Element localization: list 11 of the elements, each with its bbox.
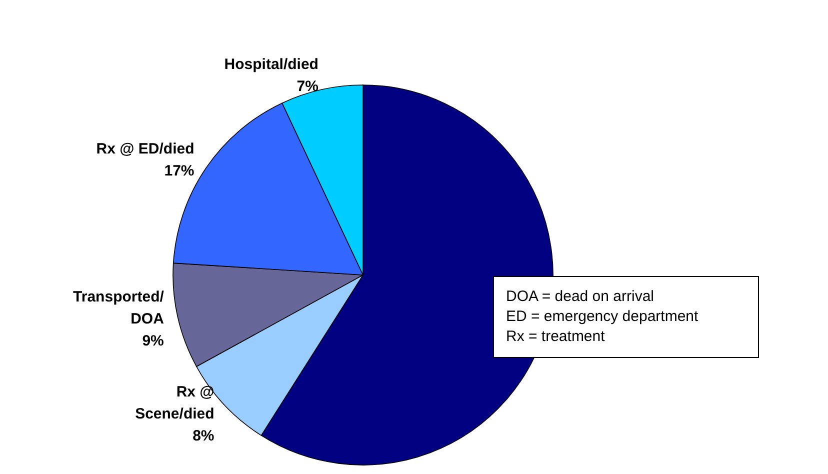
slice-label: Rx @ ED/died: [96, 140, 194, 158]
data-label: 8%: [192, 428, 214, 445]
text: DOA = dead on arrival: [506, 287, 656, 307]
text: Rx = treatment: [506, 327, 606, 347]
slice-label: Transported/ DOA: [73, 288, 165, 328]
data-label: 17%: [164, 162, 194, 180]
data-label: 9%: [142, 332, 164, 350]
slice-label: Rx @ Scene/died: [135, 384, 214, 423]
text: ED = emergency department: [506, 307, 700, 327]
data-label: 7%: [296, 78, 318, 95]
slice-label: Hospital/died: [224, 56, 318, 73]
